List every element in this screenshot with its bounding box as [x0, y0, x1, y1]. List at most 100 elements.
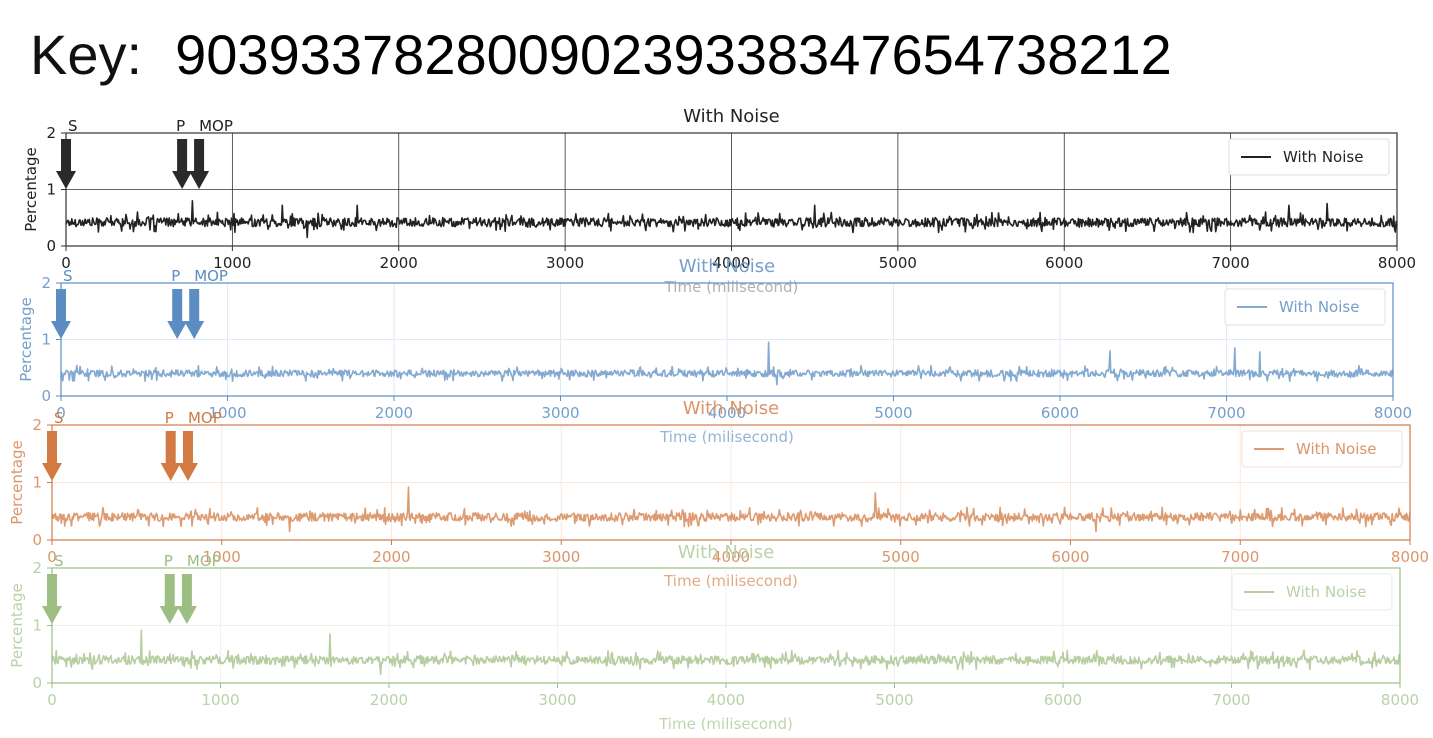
event-arrow-p — [160, 431, 181, 481]
legend-label: With Noise — [1296, 440, 1376, 458]
series-line-with-noise — [51, 486, 1411, 533]
event-arrow-s — [42, 431, 62, 481]
x-tick-label: 4000 — [712, 254, 750, 272]
x-tick-label: 6000 — [1041, 404, 1079, 422]
x-tick-label: 7000 — [1212, 691, 1250, 709]
x-tick-label: 8000 — [1374, 404, 1412, 422]
x-tick-label: 8000 — [1391, 548, 1429, 566]
key-label: Key: — [30, 23, 143, 86]
key-value: 90393378280090239338347654738212 — [175, 23, 1172, 86]
x-tick-label: 5000 — [882, 548, 920, 566]
x-tick-label: 6000 — [1051, 548, 1089, 566]
legend-label: With Noise — [1279, 298, 1359, 316]
x-axis-label: Time (milisecond) — [659, 428, 794, 446]
x-tick-label: 0 — [47, 548, 57, 566]
event-label-mop: MOP — [187, 552, 221, 570]
event-label-s: S — [68, 117, 78, 135]
x-tick-label: 1000 — [201, 691, 239, 709]
y-axis-label: Percentage — [22, 147, 40, 231]
x-tick-label: 3000 — [541, 404, 579, 422]
y-axis-label: Percentage — [8, 440, 26, 524]
x-tick-label: 2000 — [380, 254, 418, 272]
event-label-s: S — [54, 409, 64, 427]
x-tick-label: 7000 — [1221, 548, 1259, 566]
x-tick-label: 5000 — [875, 691, 913, 709]
legend-label: With Noise — [1283, 148, 1363, 166]
x-tick-label: 7000 — [1212, 254, 1250, 272]
event-arrow-s — [56, 139, 76, 189]
y-tick-label: 2 — [46, 124, 56, 142]
y-tick-label: 0 — [46, 237, 56, 255]
legend-box — [1241, 430, 1403, 468]
x-tick-label: 5000 — [874, 404, 912, 422]
y-tick-label: 2 — [32, 559, 42, 577]
x-tick-label: 4000 — [707, 691, 745, 709]
x-tick-label: 4000 — [708, 404, 746, 422]
event-arrow-mop — [184, 289, 205, 339]
x-tick-label: 6000 — [1044, 691, 1082, 709]
x-axis-label: Time (milisecond) — [664, 278, 799, 296]
x-tick-label: 0 — [56, 404, 66, 422]
event-arrow-mop — [189, 139, 210, 189]
x-tick-label: 2000 — [370, 691, 408, 709]
x-tick-label: 0 — [61, 254, 71, 272]
y-tick-label: 1 — [46, 181, 56, 199]
event-arrow-s — [51, 289, 71, 339]
event-arrow-mop — [176, 574, 197, 624]
y-tick-label: 0 — [32, 674, 42, 692]
x-tick-label: 3000 — [538, 691, 576, 709]
event-label-mop: MOP — [194, 267, 228, 285]
x-tick-label: 3000 — [546, 254, 584, 272]
event-label-p: P — [171, 267, 180, 285]
event-arrow-s — [42, 574, 62, 624]
y-axis-label: Percentage — [8, 583, 26, 667]
y-tick-label: 1 — [32, 474, 42, 492]
x-tick-label: 5000 — [879, 254, 917, 272]
x-tick-label: 1000 — [203, 548, 241, 566]
x-tick-label: 0 — [47, 691, 57, 709]
x-axis-label: Time (milisecond) — [663, 572, 798, 590]
x-tick-label: 7000 — [1207, 404, 1245, 422]
y-axis-label: Percentage — [17, 297, 35, 381]
y-tick-label: 1 — [41, 331, 51, 349]
chart-4: 0 1000 2000 3000 4000 5000 6000 7000 8000 0 1 2 With… — [8, 542, 1419, 733]
event-arrow-p — [159, 574, 180, 624]
event-label-mop: MOP — [199, 117, 233, 135]
event-arrow-p — [172, 139, 193, 189]
y-tick-label: 2 — [32, 416, 42, 434]
event-label-s: S — [63, 267, 73, 285]
y-tick-label: 0 — [41, 387, 51, 405]
x-tick-label: 2000 — [375, 404, 413, 422]
x-tick-label: 4000 — [712, 548, 750, 566]
event-label-p: P — [165, 409, 174, 427]
chart-title: With Noise — [679, 256, 776, 277]
event-label-s: S — [54, 552, 64, 570]
chart-title: With Noise — [683, 106, 780, 127]
event-label-p: P — [176, 117, 185, 135]
series-line-with-noise — [60, 341, 1394, 386]
x-tick-label: 8000 — [1378, 254, 1416, 272]
legend-label: With Noise — [1286, 583, 1366, 601]
legend-box — [1228, 138, 1390, 176]
chart-2: 0 1000 2000 3000 4000 5000 6000 7000 8000 0 1 2 With… — [17, 256, 1412, 446]
chart-3: 0 1000 2000 3000 4000 5000 6000 7000 8000 0 1 2 With… — [8, 398, 1429, 590]
series-line-with-noise — [51, 629, 1401, 676]
legend-box — [1231, 573, 1393, 611]
key-title: Key: 90393378280090239338347654738212 — [30, 22, 1172, 92]
chart-title: With Noise — [683, 398, 780, 419]
event-label-mop: MOP — [188, 409, 222, 427]
legend-box — [1224, 288, 1386, 326]
x-tick-label: 2000 — [372, 548, 410, 566]
x-tick-label: 8000 — [1381, 691, 1419, 709]
y-tick-label: 0 — [32, 531, 42, 549]
x-axis-label: Time (milisecond) — [658, 715, 793, 733]
event-label-p: P — [164, 552, 173, 570]
chart-1: 0 1000 2000 3000 4000 5000 6000 7000 8000 0 1 2 With… — [22, 106, 1416, 296]
x-tick-label: 6000 — [1045, 254, 1083, 272]
event-arrow-mop — [177, 431, 198, 481]
x-tick-label: 3000 — [542, 548, 580, 566]
x-tick-label: 1000 — [208, 404, 246, 422]
event-arrow-p — [167, 289, 188, 339]
x-tick-label: 1000 — [213, 254, 251, 272]
